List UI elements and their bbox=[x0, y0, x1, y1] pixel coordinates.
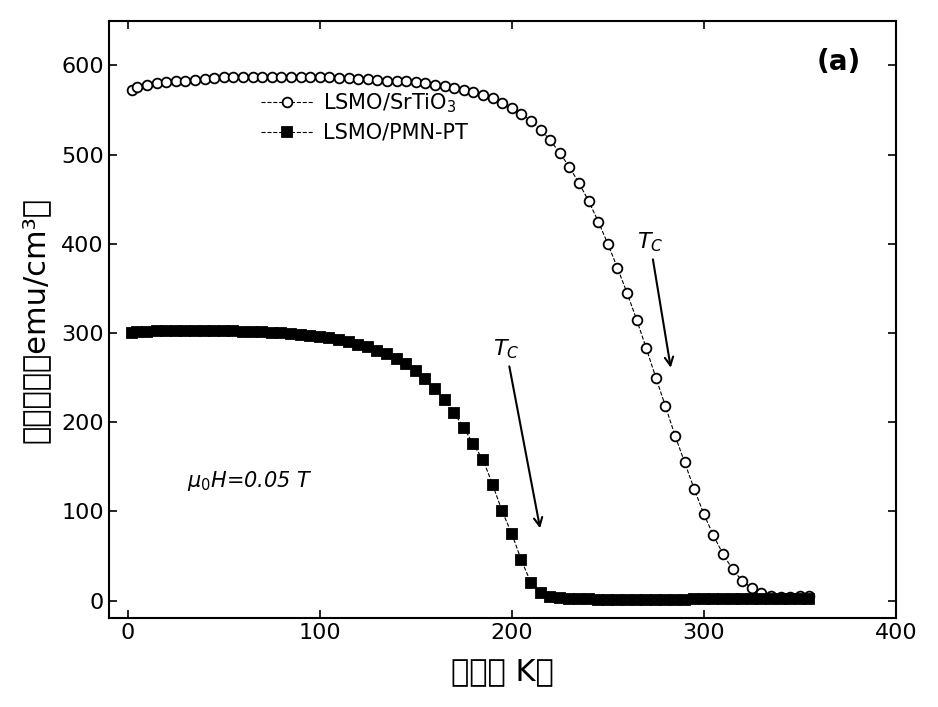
Text: $T_C$: $T_C$ bbox=[492, 337, 542, 526]
X-axis label: 温度（ K）: 温度（ K） bbox=[451, 658, 553, 686]
LSMO/SrTiO$_3$ bbox=[564, 163, 575, 171]
Line: LSMO/PMN-PT: LSMO/PMN-PT bbox=[127, 327, 814, 604]
Legend: LSMO/SrTiO$_3$, LSMO/PMN-PT: LSMO/SrTiO$_3$, LSMO/PMN-PT bbox=[261, 91, 468, 143]
LSMO/SrTiO$_3$ bbox=[219, 73, 230, 81]
LSMO/SrTiO$_3$ bbox=[228, 73, 239, 81]
LSMO/SrTiO$_3$ bbox=[126, 86, 137, 95]
LSMO/SrTiO$_3$ bbox=[516, 110, 527, 118]
LSMO/SrTiO$_3$ bbox=[804, 592, 815, 600]
LSMO/PMN-PT bbox=[228, 327, 239, 335]
LSMO/PMN-PT bbox=[151, 327, 162, 335]
LSMO/PMN-PT bbox=[765, 595, 777, 603]
LSMO/PMN-PT bbox=[804, 595, 815, 603]
LSMO/PMN-PT bbox=[593, 595, 604, 604]
LSMO/PMN-PT bbox=[564, 595, 575, 603]
LSMO/SrTiO$_3$ bbox=[756, 589, 767, 597]
LSMO/SrTiO$_3$ bbox=[362, 74, 373, 83]
Y-axis label: 磁化强度（emu/cm³）: 磁化强度（emu/cm³） bbox=[21, 197, 50, 443]
LSMO/SrTiO$_3$ bbox=[593, 217, 604, 226]
Text: (a): (a) bbox=[816, 48, 860, 76]
LSMO/PMN-PT bbox=[362, 343, 373, 351]
LSMO/PMN-PT bbox=[602, 595, 613, 604]
LSMO/PMN-PT bbox=[126, 329, 137, 337]
LSMO/PMN-PT bbox=[516, 556, 527, 565]
LSMO/SrTiO$_3$ bbox=[775, 592, 786, 601]
Text: $T_C$: $T_C$ bbox=[637, 230, 673, 366]
Text: $\mu_0$H=0.05 T: $\mu_0$H=0.05 T bbox=[188, 469, 313, 493]
Line: LSMO/SrTiO$_3$: LSMO/SrTiO$_3$ bbox=[127, 72, 814, 602]
